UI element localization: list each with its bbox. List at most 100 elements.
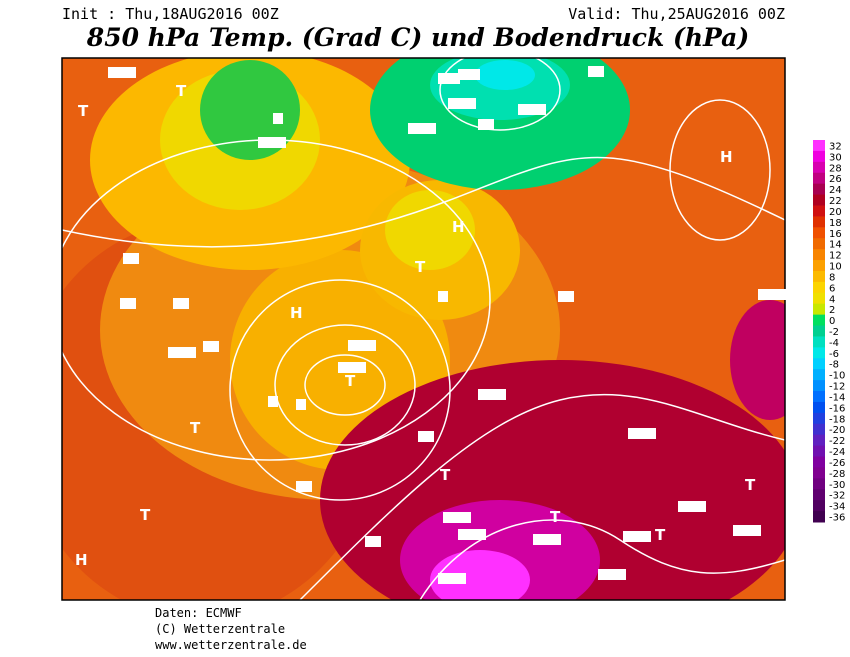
legend-label: 8 [829,272,835,283]
label-box [678,501,706,512]
label-box [438,73,460,84]
legend-swatch [813,183,825,196]
isoline-label: 1005 [110,69,135,79]
legend-label: 0 [829,316,835,327]
isoline-label: 1010 [680,503,705,513]
legend-swatch [813,150,825,163]
isoline-label: -5 [480,121,490,131]
pressure-center: H [290,304,303,322]
legend-swatch [813,205,825,217]
legend-label: -32 [829,491,845,502]
isoline-label: 1015 [480,391,505,401]
legend-label: 12 [829,251,842,262]
pressure-center: T [190,419,201,437]
legend-label: 32 [829,141,842,152]
legend-label: -22 [829,436,845,447]
legend-swatch [813,216,825,228]
label-box [408,123,436,134]
legend-label: 10 [829,262,842,273]
isoline-label: 1015 [535,536,560,546]
legend-swatch [813,260,825,272]
pressure-center: T [655,526,666,544]
isoline-label: 10 [560,293,573,303]
legend-label: -34 [829,502,845,513]
label-box [458,69,480,80]
legend-swatch [813,369,825,381]
legend-label: 16 [829,229,842,240]
legend-swatch [813,500,825,512]
label-box [458,529,486,540]
legend-swatch [813,140,825,152]
legend-label: 14 [829,240,842,251]
isoline-label: 10 [298,483,311,493]
label-box [478,119,494,130]
label-box [168,347,196,358]
legend-label: -18 [829,414,845,425]
legend-swatch [813,249,825,261]
legend-label: 24 [829,185,842,196]
legend-label: -12 [829,382,845,393]
legend-label: -2 [829,327,839,338]
pressure-center: T [78,102,89,120]
label-box [628,428,656,439]
legend-swatch [813,434,825,447]
pressure-center: T [140,506,151,524]
legend-label: 30 [829,152,842,163]
label-box [258,137,286,148]
isoline-label: 1005 [340,364,365,374]
legend-label: -10 [829,371,845,382]
pressure-center: T [440,466,451,484]
label-box [296,481,312,492]
legend-label: -8 [829,360,839,371]
legend-swatch [813,161,825,174]
label-box [448,98,476,109]
isoline-label: 1010 [170,349,195,359]
legend-label: 28 [829,163,842,174]
legend-swatch [813,401,825,414]
legend-label: -4 [829,338,839,349]
legend-label: 20 [829,207,842,218]
label-box [120,298,136,309]
isoline-label: 1015 [630,430,655,440]
label-box [533,534,561,545]
isoline-label: 1015 [625,533,650,543]
label-box [365,536,381,547]
title: 850 hPa Temp. (Grad C) und Bodendruck (h… [86,23,749,52]
legend-swatch [813,380,825,392]
map [62,58,785,600]
isoline-label: 0 [275,115,281,125]
pressure-center: T [415,258,426,276]
legend-label: 2 [829,305,835,316]
legend-label: 22 [829,196,842,207]
map-frame [61,57,786,601]
legend-swatch [813,423,825,436]
legend-label: -16 [829,403,845,414]
legend-swatch [813,303,825,316]
legend-swatch [813,314,825,327]
isoline-label: 5 [298,401,304,411]
legend-swatch [813,270,825,283]
legend-swatch [813,467,825,479]
isoline-label: 10 [175,300,188,310]
isoline-label: 1005 [260,139,285,149]
isoline-label: 1010 [735,527,760,537]
label-box [273,113,283,124]
isoline-label: 1010 [445,514,470,524]
label-box [173,298,189,309]
isoline-label: 15 [205,343,218,353]
legend-label: -24 [829,447,845,458]
label-box [348,340,376,351]
label-box [438,573,466,584]
label-box [338,362,366,373]
label-box [518,104,546,115]
label-box [443,512,471,523]
legend-label: 4 [829,294,835,305]
legend-label: -28 [829,469,845,480]
label-box [598,569,626,580]
legend-swatch [813,194,825,206]
isoline-label: 10 [125,255,138,265]
legend-label: -14 [829,392,845,403]
label-box [108,67,136,78]
isoline-label: 15 [122,300,135,310]
isoline-label: 1010 [520,106,545,116]
